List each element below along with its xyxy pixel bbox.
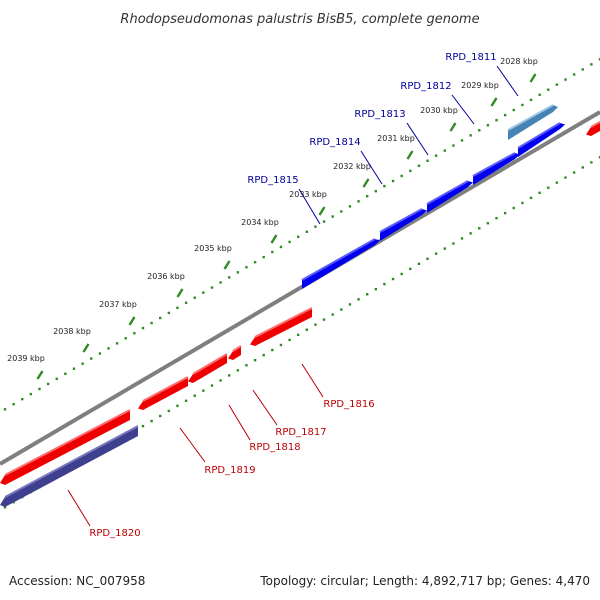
gene-leader-line [451, 94, 475, 125]
gene-arrow-highlight-reverse-body [0, 426, 138, 507]
gene-arrow-reverse-edge [232, 345, 242, 352]
gene-arrow-forward-body [518, 123, 565, 157]
gene-arrow-forward[interactable] [301, 238, 380, 289]
tick-mark [176, 288, 184, 298]
accession-text: Accession: NC_007958 [9, 574, 146, 588]
tick-mark [449, 122, 457, 132]
gene-arrow-forward-edge [301, 238, 376, 281]
gene-track [0, 104, 600, 507]
gene-leader-line [301, 363, 324, 398]
gene-arrow-forward-body [427, 181, 473, 213]
gene-arrow-forward[interactable] [379, 208, 427, 241]
gene-label-rpd-1819[interactable]: RPD_1819 [204, 465, 255, 476]
gene-arrow-reverse-body [250, 308, 312, 346]
gene-leader-line [179, 427, 206, 463]
gene-arrow-reverse[interactable] [138, 376, 189, 410]
gene-leader-line [67, 489, 91, 527]
gene-arrow-forward-edge [517, 122, 561, 149]
tick-label: 2030 kbp [420, 106, 458, 115]
gene-arrow-highlight-reverse-edge [4, 425, 139, 498]
tick-mark [490, 97, 498, 107]
gene-leader-line [228, 404, 251, 441]
gene-arrow-reverse-edge [142, 376, 189, 402]
tick-mark [362, 178, 370, 188]
tick-mark [82, 343, 90, 353]
gene-arrow-forward[interactable] [426, 180, 473, 213]
gene-rpd-1811-edge [507, 104, 554, 131]
gene-arrow-reverse-body [0, 410, 130, 485]
gene-arrow-forward-body [302, 239, 380, 289]
gene-arrow-forward[interactable] [517, 122, 565, 157]
gene-rpd-1811-body [508, 105, 558, 140]
gene-label-rpd-1816[interactable]: RPD_1816 [323, 399, 374, 410]
gene-label-rpd-1817[interactable]: RPD_1817 [275, 427, 326, 438]
gene-label-rpd-1812[interactable]: RPD_1812 [400, 81, 451, 92]
outer-tick-track [3, 58, 600, 411]
gene-arrow-partial[interactable] [586, 121, 600, 136]
gene-arrow-reverse-body [188, 354, 227, 383]
gene-rpd-1811[interactable] [507, 104, 558, 140]
gene-arrow-reverse[interactable] [0, 409, 131, 485]
gene-arrow-partial-edge [590, 121, 600, 128]
gene-arrow-forward-edge [379, 208, 423, 233]
gene-arrow-reverse[interactable] [250, 307, 313, 346]
gene-label-rpd-1820[interactable]: RPD_1820 [89, 528, 140, 539]
tick-label: 2039 kbp [7, 354, 45, 363]
tick-label: 2034 kbp [241, 218, 279, 227]
genome-summary-text: Topology: circular; Length: 4,892,717 bp… [260, 574, 590, 588]
genome-backbone [0, 110, 600, 466]
gene-arrow-forward-body [380, 209, 427, 241]
scale-ticks: 2028 kbp 2029 kbp 2030 kbp 2031 kbp 2032 kbp… [7, 57, 538, 380]
tick-label: 2031 kbp [377, 134, 415, 143]
tick-mark [223, 260, 231, 270]
tick-label: 2029 kbp [461, 81, 499, 90]
tick-label: 2035 kbp [194, 244, 232, 253]
gene-arrow-forward-edge [426, 180, 469, 205]
tick-mark [318, 206, 326, 216]
tick-label: 2037 kbp [99, 300, 137, 309]
tick-label: 2036 kbp [147, 272, 185, 281]
gene-arrow-reverse[interactable] [188, 353, 228, 383]
tick-label: 2038 kbp [53, 327, 91, 336]
gene-arrow-partial-body [586, 122, 600, 136]
gene-arrow-reverse-edge [4, 409, 131, 476]
gene-arrow-forward-body [473, 153, 520, 185]
gene-label-rpd-1818[interactable]: RPD_1818 [249, 442, 300, 453]
gene-arrow-reverse-edge [254, 307, 313, 338]
gene-label-rpd-1811[interactable]: RPD_1811 [445, 52, 496, 63]
gene-leader-line [406, 122, 429, 156]
tick-label: 2028 kbp [500, 57, 538, 66]
gene-label-rpd-1815[interactable]: RPD_1815 [247, 175, 298, 186]
tick-label: 2032 kbp [333, 162, 371, 171]
tick-mark [270, 234, 278, 244]
gene-arrow-forward-edge [472, 152, 516, 177]
gene-arrow-reverse-body [228, 346, 241, 360]
tick-label: 2033 kbp [289, 190, 327, 199]
gene-label-rpd-1814[interactable]: RPD_1814 [309, 137, 360, 148]
gene-leader-line [496, 65, 519, 97]
tick-mark [406, 150, 414, 160]
tick-mark [128, 316, 136, 326]
gene-arrow-highlight-reverse[interactable] [0, 425, 139, 507]
gene-label-rpd-1813[interactable]: RPD_1813 [354, 109, 405, 120]
tick-mark [36, 370, 44, 380]
gene-arrow-reverse-body [138, 377, 188, 410]
gene-labels: RPD_1811 RPD_1812 RPD_1813 RPD_1814 RPD_1815… [67, 52, 519, 539]
gene-leader-line [298, 188, 321, 225]
gene-arrow-reverse-edge [192, 353, 228, 375]
gene-leader-line [360, 150, 383, 185]
gene-arrow-forward[interactable] [472, 152, 520, 185]
gene-arrow-reverse[interactable] [228, 345, 242, 360]
map-title: Rhodopseudomonas palustris BisB5, comple… [120, 12, 479, 27]
tick-mark [529, 73, 537, 83]
gene-leader-line [252, 389, 278, 426]
